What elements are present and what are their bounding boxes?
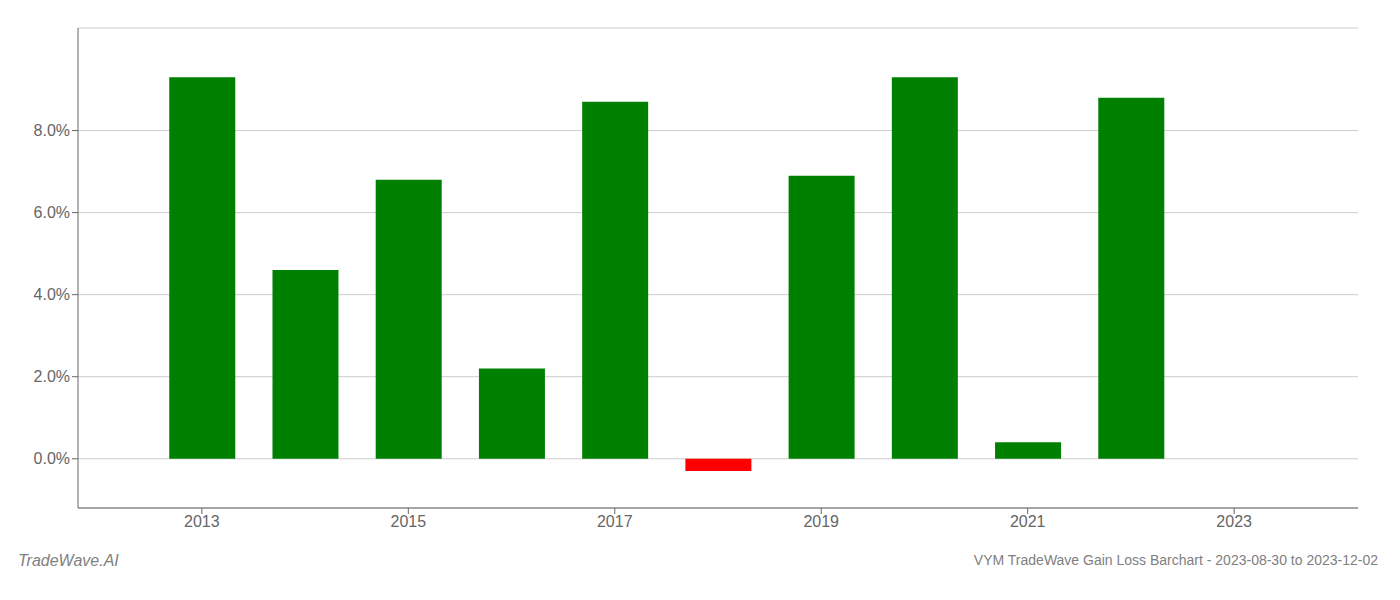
svg-text:2019: 2019 [803, 513, 839, 530]
svg-text:2021: 2021 [1010, 513, 1046, 530]
svg-text:6.0%: 6.0% [34, 204, 70, 221]
svg-text:8.0%: 8.0% [34, 122, 70, 139]
svg-text:4.0%: 4.0% [34, 286, 70, 303]
svg-text:2.0%: 2.0% [34, 368, 70, 385]
html-text:VYM TradeWave Gain Loss Barcha: VYM TradeWave Gain Loss Barchart - 2023-… [973, 552, 1378, 568]
html-text:TradeWave.AI: TradeWave.AI [18, 552, 119, 569]
svg-text:2023: 2023 [1216, 513, 1252, 530]
svg-text:2017: 2017 [597, 513, 633, 530]
svg-text:0.0%: 0.0% [34, 450, 70, 467]
svg-text:2015: 2015 [391, 513, 427, 530]
svg-text:2013: 2013 [184, 513, 220, 530]
